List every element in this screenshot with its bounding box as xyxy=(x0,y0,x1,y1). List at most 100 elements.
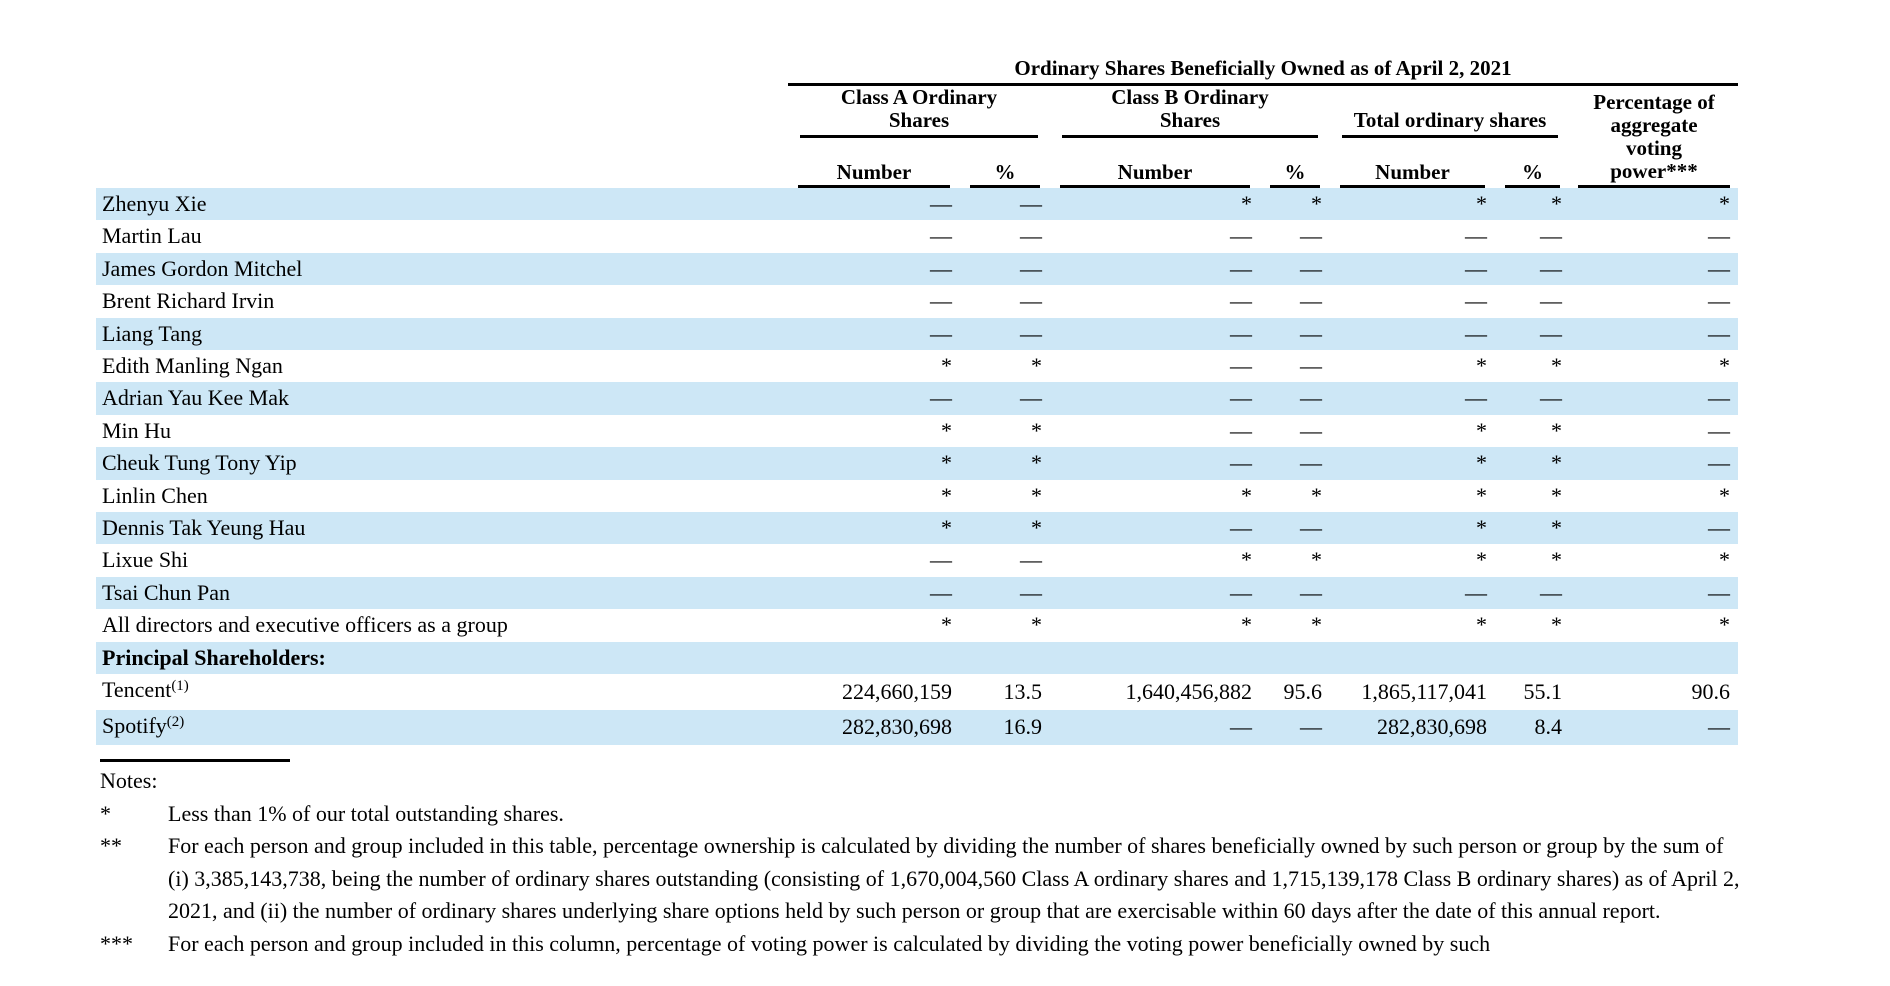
note-text: Less than 1% of our total outstanding sh… xyxy=(168,800,564,826)
shareholder-name: Edith Manling Ngan xyxy=(102,353,283,379)
table-row: Liang Tang — — — — — — — xyxy=(96,317,1738,351)
cell-total-pct: * xyxy=(1551,417,1562,443)
cell-total-number: — xyxy=(1465,320,1487,346)
cell-class-a-number: 224,660,159 xyxy=(842,678,952,704)
table-row: All directors and executive officers as … xyxy=(96,609,1738,641)
cell-class-a-number: * xyxy=(941,612,952,638)
table-row: Lixue Shi — — * * * * * xyxy=(96,544,1738,576)
col-total-number: Number xyxy=(1330,138,1495,188)
cell-class-b-number: * xyxy=(1241,482,1252,508)
cell-class-b-number: 1,640,456,882 xyxy=(1125,678,1253,704)
cell-class-a-pct: 16.9 xyxy=(1003,714,1043,739)
cell-class-b-number: — xyxy=(1230,417,1252,443)
cell-voting-power: — xyxy=(1708,385,1730,411)
cell-voting-power: * xyxy=(1719,612,1730,638)
cell-voting-power: — xyxy=(1708,579,1730,605)
shareholder-name: Adrian Yau Kee Mak xyxy=(102,385,289,411)
note-item: *** For each person and group included i… xyxy=(100,928,1748,961)
cell-total-pct: — xyxy=(1540,288,1562,314)
cell-class-b-number: — xyxy=(1230,579,1252,605)
shareholder-name: James Gordon Mitchel xyxy=(102,255,303,281)
shareholder-name: Min Hu xyxy=(102,417,172,443)
cell-total-pct: 55.1 xyxy=(1523,678,1563,704)
cell-class-a-pct: * xyxy=(1031,482,1042,508)
note-marker: *** xyxy=(100,930,133,956)
cell-class-a-pct: — xyxy=(1020,385,1042,411)
cell-class-b-number: — xyxy=(1230,353,1252,379)
cell-class-b-pct: 95.6 xyxy=(1283,678,1323,704)
shareholder-name: Martin Lau xyxy=(102,223,202,249)
shareholder-name: All directors and executive officers as … xyxy=(102,612,508,638)
note-marker: * xyxy=(100,800,111,826)
cell-class-b-pct: — xyxy=(1300,288,1322,314)
cell-total-number: — xyxy=(1465,223,1487,249)
corner-cell xyxy=(96,85,788,139)
cell-voting-power: 90.6 xyxy=(1691,678,1731,704)
cell-class-a-number: * xyxy=(941,417,952,443)
cell-total-number: — xyxy=(1465,385,1487,411)
cell-voting-power: — xyxy=(1708,288,1730,314)
notes-title: Notes: xyxy=(100,767,158,793)
cell-class-b-pct: — xyxy=(1300,353,1322,379)
document-page: Ordinary Shares Beneficially Owned as of… xyxy=(96,55,1748,961)
cell-class-a-number: 282,830,698 xyxy=(842,714,952,739)
cell-voting-power: * xyxy=(1719,191,1730,216)
cell-class-a-pct: 13.5 xyxy=(1003,678,1043,704)
cell-class-b-pct: * xyxy=(1311,191,1322,216)
cell-total-pct: * xyxy=(1551,612,1562,638)
cell-total-pct: * xyxy=(1551,482,1562,508)
cell-class-a-number: — xyxy=(930,255,952,281)
cell-class-b-pct: — xyxy=(1300,515,1322,541)
shareholder-name: Dennis Tak Yeung Hau xyxy=(102,515,306,541)
note-text: For each person and group included in th… xyxy=(168,930,1491,956)
cell-voting-power: — xyxy=(1708,320,1730,346)
table-row: Min Hu * * — — * * — xyxy=(96,415,1738,447)
table-row: Zhenyu Xie — — * * * * * xyxy=(96,188,1738,221)
footnote-ref-1: (1) xyxy=(171,678,189,695)
cell-class-b-pct: — xyxy=(1300,450,1322,476)
cell-voting-power: * xyxy=(1719,353,1730,379)
cell-class-b-number: * xyxy=(1241,191,1252,216)
cell-total-pct: * xyxy=(1551,353,1562,379)
table-row: Tencent(1) 224,660,159 13.5 1,640,456,88… xyxy=(96,674,1738,709)
cell-class-a-number: — xyxy=(930,288,952,314)
cell-total-number: — xyxy=(1465,288,1487,314)
cell-voting-power: — xyxy=(1708,223,1730,249)
cell-class-a-pct: * xyxy=(1031,450,1042,476)
cell-class-b-pct: — xyxy=(1300,320,1322,346)
cell-total-pct: * xyxy=(1551,191,1562,216)
table-row: Adrian Yau Kee Mak — — — — — — — xyxy=(96,382,1738,415)
table-row: Brent Richard Irvin — — — — — — — xyxy=(96,285,1738,317)
shareholder-name: Liang Tang xyxy=(102,320,203,346)
cell-class-a-pct: * xyxy=(1031,515,1042,541)
cell-voting-power: — xyxy=(1708,714,1730,739)
corner-cell xyxy=(96,55,788,85)
table-row: James Gordon Mitchel — — — — — — — xyxy=(96,252,1738,286)
cell-class-a-number: * xyxy=(941,482,952,508)
cell-class-b-pct: * xyxy=(1311,612,1322,638)
table-title-row: Ordinary Shares Beneficially Owned as of… xyxy=(96,55,1738,86)
cell-class-b-pct: — xyxy=(1300,223,1322,249)
cell-total-pct: — xyxy=(1540,320,1562,346)
shareholder-name: Cheuk Tung Tony Yip xyxy=(102,450,297,476)
cell-total-pct: — xyxy=(1540,223,1562,249)
table-row: Cheuk Tung Tony Yip * * — — * * — xyxy=(96,447,1738,480)
cell-total-pct: 8.4 xyxy=(1534,714,1563,739)
col-group-class-a-label: Class A Ordinary Shares xyxy=(800,86,1038,138)
column-group-row: Class A Ordinary Shares Class B Ordinary S… xyxy=(96,85,1738,188)
cell-class-a-number: — xyxy=(930,223,952,249)
shareholder-name: Linlin Chen xyxy=(102,482,208,508)
section-header: Principal Shareholders: xyxy=(102,644,326,670)
cell-class-a-pct: — xyxy=(1020,579,1042,605)
shareholder-name: Lixue Shi xyxy=(102,547,189,573)
col-group-class-a: Class A Ordinary Shares xyxy=(788,85,1050,138)
col-group-total: Total ordinary shares xyxy=(1330,85,1570,138)
section-header-row: Principal Shareholders: xyxy=(96,641,1738,675)
cell-class-b-number: — xyxy=(1230,450,1252,476)
cell-class-b-number: — xyxy=(1230,714,1252,739)
table-row: Spotify(2) 282,830,698 16.9 — — 282,830,… xyxy=(96,709,1738,745)
cell-class-a-pct: — xyxy=(1020,288,1042,314)
cell-class-b-pct: — xyxy=(1300,714,1322,739)
shareholder-name: Tsai Chun Pan xyxy=(102,579,231,605)
cell-total-number: 1,865,117,041 xyxy=(1361,678,1487,704)
